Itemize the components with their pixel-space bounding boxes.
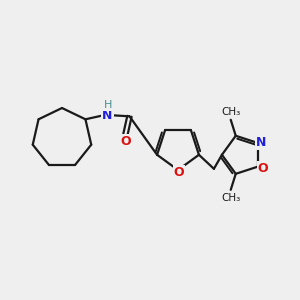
Text: N: N [256,136,266,148]
Text: CH₃: CH₃ [221,107,240,117]
Text: O: O [174,166,184,178]
Text: O: O [258,162,268,175]
Text: O: O [120,135,131,148]
Text: H: H [104,100,112,110]
Text: N: N [102,109,112,122]
Text: CH₃: CH₃ [221,193,240,203]
